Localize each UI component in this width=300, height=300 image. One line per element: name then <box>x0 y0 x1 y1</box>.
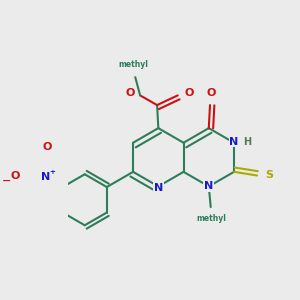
Text: −: − <box>2 176 11 186</box>
Text: O: O <box>125 88 135 98</box>
Text: methyl: methyl <box>196 214 226 223</box>
Text: O: O <box>42 142 52 152</box>
Text: H: H <box>243 136 251 146</box>
Text: O: O <box>206 88 216 98</box>
Text: N: N <box>230 136 238 146</box>
Text: N: N <box>41 172 50 182</box>
Text: +: + <box>49 169 55 175</box>
Text: O: O <box>185 88 194 98</box>
Text: N: N <box>204 182 213 191</box>
Text: S: S <box>266 170 274 181</box>
Text: N: N <box>154 183 163 193</box>
Text: O: O <box>10 171 20 181</box>
Text: methyl: methyl <box>118 60 148 69</box>
